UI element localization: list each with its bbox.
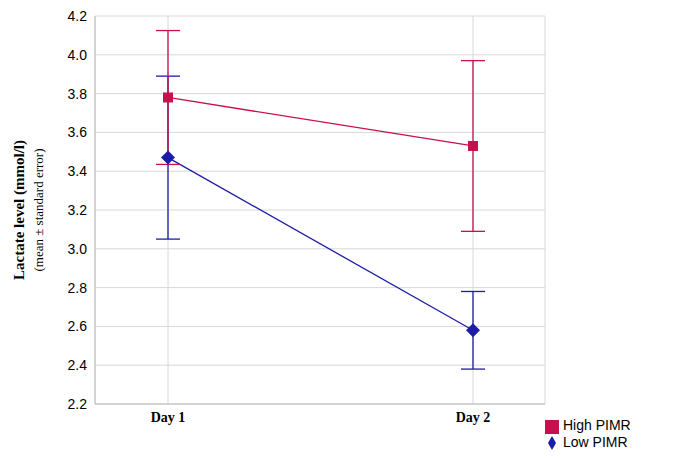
svg-text:2.4: 2.4	[68, 357, 88, 373]
svg-text:3.6: 3.6	[68, 124, 88, 140]
svg-text:2.8: 2.8	[68, 280, 88, 296]
svg-text:4.0: 4.0	[68, 47, 88, 63]
svg-text:3.0: 3.0	[68, 241, 88, 257]
svg-text:4.2: 4.2	[68, 8, 88, 24]
svg-text:3.2: 3.2	[68, 202, 88, 218]
svg-text:2.2: 2.2	[68, 396, 88, 412]
svg-text:Day 1: Day 1	[151, 410, 186, 425]
svg-text:3.4: 3.4	[68, 163, 88, 179]
svg-text:2.6: 2.6	[68, 318, 88, 334]
svg-text:Day 2: Day 2	[456, 410, 491, 425]
html-text:High PIMR: High PIMR	[563, 417, 631, 434]
svg-text:Lactate level (mmol/l)(mean ±: Lactate level (mmol/l)(mean ± standard e…	[11, 140, 46, 280]
svg-text:3.8: 3.8	[68, 86, 88, 102]
html-text:Low PIMR: Low PIMR	[563, 433, 628, 450]
